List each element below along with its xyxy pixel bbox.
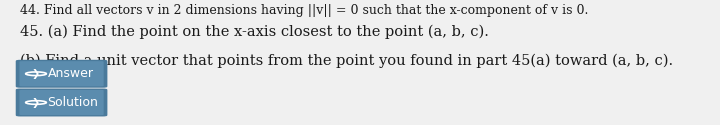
Text: ❯: ❯ — [32, 98, 40, 108]
FancyBboxPatch shape — [17, 61, 107, 87]
Text: (b) Find a unit vector that points from the point you found in part 45(a) toward: (b) Find a unit vector that points from … — [20, 54, 673, 68]
Text: Solution: Solution — [48, 96, 99, 109]
Text: 45. (a) Find the point on the x-axis closest to the point (a, b, c).: 45. (a) Find the point on the x-axis clo… — [20, 25, 489, 39]
FancyBboxPatch shape — [17, 89, 107, 116]
Text: ❯: ❯ — [32, 69, 40, 79]
Text: Answer: Answer — [48, 67, 94, 80]
FancyBboxPatch shape — [19, 90, 104, 115]
Text: 44. Find all vectors v in 2 dimensions having ||v|| = 0 such that the x-componen: 44. Find all vectors v in 2 dimensions h… — [20, 4, 588, 17]
FancyBboxPatch shape — [19, 61, 104, 86]
